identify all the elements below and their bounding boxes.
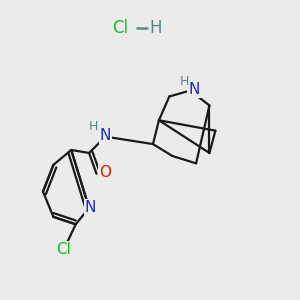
Text: H: H <box>89 120 98 133</box>
Text: Cl: Cl <box>56 242 71 257</box>
Text: N: N <box>85 200 96 215</box>
Text: O: O <box>99 165 111 180</box>
Text: N: N <box>188 82 200 97</box>
Text: H: H <box>180 74 190 88</box>
Text: H: H <box>150 19 162 37</box>
Text: N: N <box>100 128 111 142</box>
Text: Cl: Cl <box>112 19 128 37</box>
